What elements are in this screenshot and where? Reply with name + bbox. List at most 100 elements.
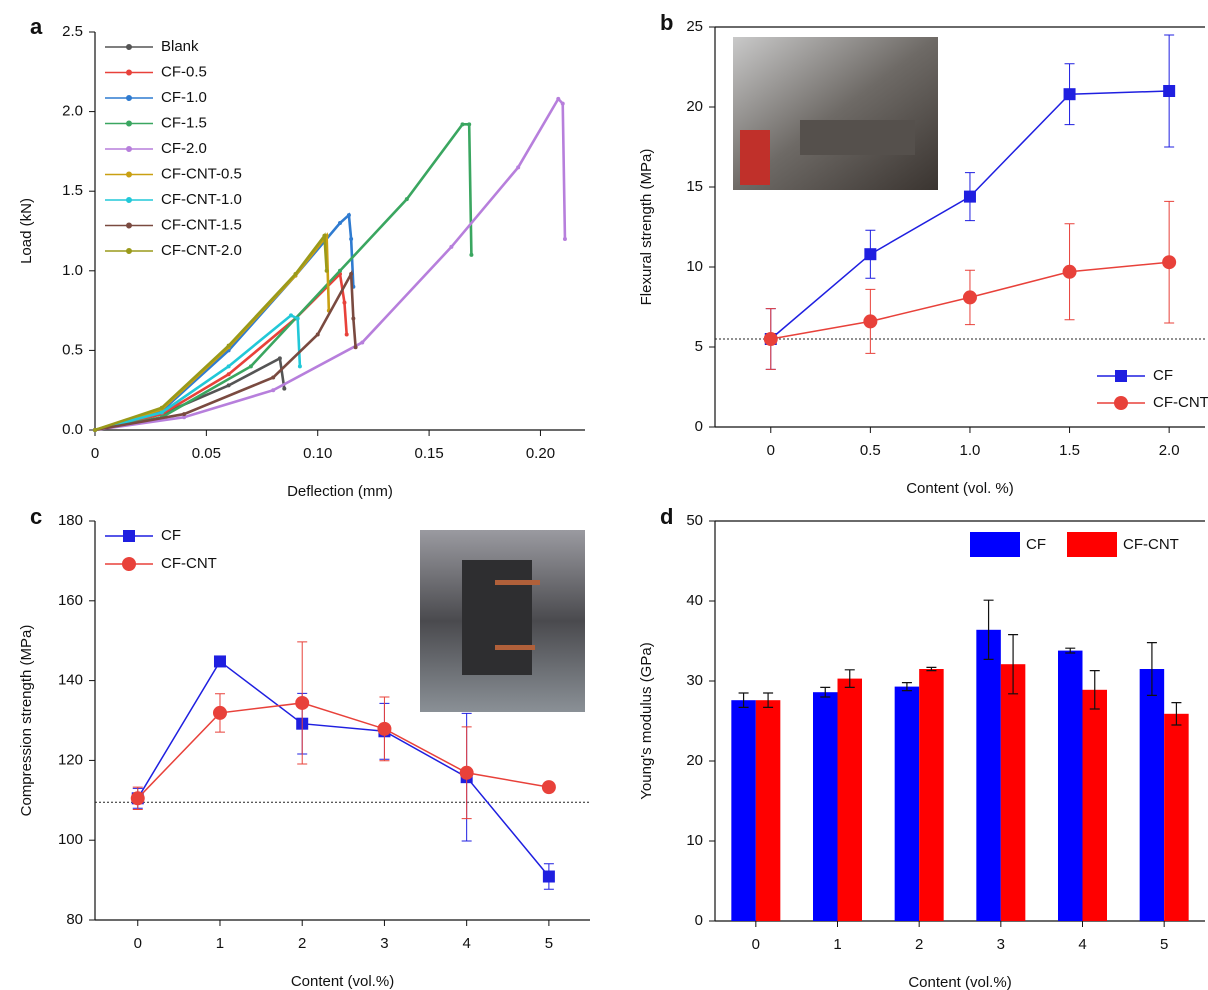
error-bar bbox=[763, 692, 774, 708]
marker bbox=[469, 252, 474, 257]
y-tick-label: 15 bbox=[686, 178, 703, 195]
bar bbox=[1058, 650, 1083, 921]
bar bbox=[919, 669, 944, 921]
series-line bbox=[137, 660, 550, 877]
inset-photo bbox=[733, 37, 938, 190]
x-tick-label: 0.10 bbox=[303, 445, 332, 462]
marker bbox=[271, 375, 276, 380]
marker bbox=[289, 313, 293, 318]
y-tick-label: 10 bbox=[686, 258, 703, 275]
y-tick-label: 40 bbox=[686, 592, 703, 609]
panel-label: a bbox=[30, 14, 43, 39]
legend-label: CF-CNT bbox=[1153, 394, 1208, 411]
marker bbox=[560, 101, 565, 106]
legend-marker bbox=[126, 146, 132, 152]
x-tick-label: 0 bbox=[752, 936, 760, 953]
series-line bbox=[94, 212, 355, 432]
y-tick-label: 100 bbox=[58, 831, 83, 848]
marker bbox=[315, 332, 320, 337]
series-line bbox=[94, 313, 302, 432]
marker bbox=[342, 300, 347, 305]
bar bbox=[976, 629, 1001, 921]
y-axis-label: Load (kN) bbox=[18, 198, 35, 264]
marker bbox=[962, 290, 977, 305]
marker bbox=[349, 271, 354, 276]
marker bbox=[248, 364, 253, 369]
x-tick-label: 0.05 bbox=[192, 445, 221, 462]
error-bar bbox=[738, 692, 749, 708]
y-tick-label: 0.5 bbox=[62, 341, 83, 358]
marker bbox=[159, 405, 164, 410]
error-bar bbox=[1008, 634, 1019, 695]
marker bbox=[351, 316, 356, 321]
bar bbox=[813, 692, 838, 921]
legend-marker bbox=[1114, 396, 1128, 410]
marker bbox=[449, 244, 454, 249]
x-tick-label: 0 bbox=[91, 445, 99, 462]
legend-label: CF-0.5 bbox=[161, 63, 207, 80]
x-tick-label: 2 bbox=[915, 936, 923, 953]
marker bbox=[338, 221, 342, 226]
marker bbox=[213, 655, 226, 668]
legend-label: CF-CNT bbox=[1123, 536, 1179, 553]
x-tick-label: 4 bbox=[462, 935, 470, 952]
y-axis-label: Young's modulus (GPa) bbox=[638, 642, 655, 799]
marker bbox=[377, 721, 392, 736]
panel-label: c bbox=[30, 504, 42, 529]
marker bbox=[212, 705, 227, 720]
marker bbox=[467, 122, 472, 127]
y-tick-label: 160 bbox=[58, 592, 83, 609]
x-tick-label: 0.15 bbox=[414, 445, 443, 462]
y-tick-label: 0.0 bbox=[62, 421, 83, 438]
legend-marker bbox=[126, 248, 132, 254]
error-bar bbox=[1089, 670, 1100, 710]
marker bbox=[562, 236, 567, 241]
bar bbox=[731, 700, 756, 921]
legend-label: CF bbox=[1026, 536, 1046, 553]
y-tick-label: 180 bbox=[58, 512, 83, 529]
legend-swatch bbox=[970, 532, 1020, 557]
bar bbox=[1139, 669, 1165, 921]
legend-label: CF-2.0 bbox=[161, 140, 207, 157]
inset-photo bbox=[420, 530, 585, 712]
legend-marker bbox=[1115, 370, 1127, 382]
error-bar bbox=[1171, 702, 1182, 726]
marker bbox=[360, 340, 365, 345]
y-tick-label: 2.0 bbox=[62, 103, 83, 120]
marker bbox=[271, 388, 276, 393]
x-tick-label: 5 bbox=[545, 935, 553, 952]
marker bbox=[542, 870, 555, 883]
x-tick-label: 3 bbox=[997, 936, 1005, 953]
bar bbox=[1164, 713, 1189, 921]
y-tick-label: 120 bbox=[58, 751, 83, 768]
marker bbox=[324, 268, 329, 273]
legend-label: CF-CNT-1.5 bbox=[161, 216, 242, 233]
error-bar bbox=[1146, 642, 1157, 696]
bar bbox=[755, 700, 781, 921]
y-tick-label: 80 bbox=[66, 911, 83, 928]
marker bbox=[226, 343, 231, 348]
marker bbox=[353, 345, 358, 350]
x-tick-label: 0 bbox=[134, 935, 142, 952]
marker bbox=[226, 383, 231, 388]
marker bbox=[277, 356, 282, 361]
marker bbox=[182, 412, 187, 417]
legend-marker bbox=[126, 120, 132, 127]
marker bbox=[346, 213, 351, 218]
error-bar bbox=[901, 682, 912, 692]
legend-marker bbox=[126, 44, 132, 50]
error-bar bbox=[983, 599, 994, 660]
marker bbox=[295, 695, 310, 710]
legend-label: CF-1.0 bbox=[161, 89, 207, 106]
x-tick-label: 3 bbox=[380, 935, 388, 952]
marker bbox=[556, 96, 561, 101]
legend-marker bbox=[126, 197, 132, 203]
bar bbox=[894, 686, 920, 921]
legend-label: CF bbox=[1153, 367, 1173, 384]
legend-label: Blank bbox=[161, 38, 199, 55]
y-tick-label: 30 bbox=[686, 672, 703, 689]
error-bar bbox=[844, 669, 855, 688]
marker bbox=[226, 372, 231, 377]
error-bar bbox=[820, 686, 831, 698]
